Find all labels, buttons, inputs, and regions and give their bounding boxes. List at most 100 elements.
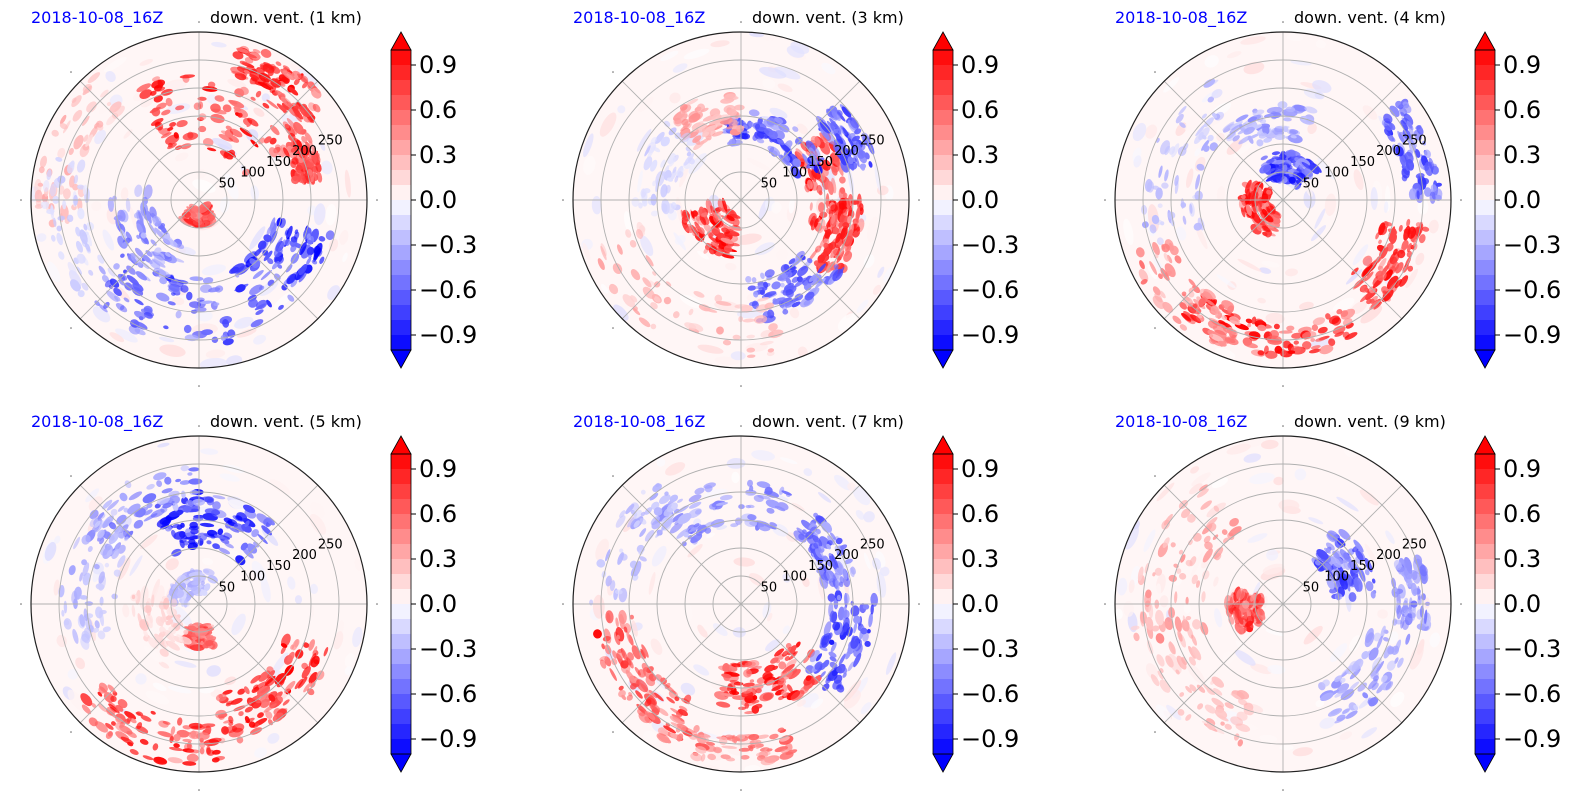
heatmap-cell [204, 508, 221, 516]
heatmap-cell [139, 738, 149, 745]
angular-gridline [621, 603, 742, 724]
heatmap-cell [824, 141, 831, 147]
heatmap-cell [99, 596, 104, 606]
heatmap-cell [1211, 112, 1218, 119]
heatmap-cell [191, 644, 199, 649]
heatmap-cell [253, 334, 267, 345]
heatmap-cell [845, 229, 853, 245]
heatmap-cell [1386, 275, 1399, 290]
heatmap-cell [248, 721, 256, 728]
heatmap-cell [847, 661, 855, 672]
heatmap-cell [136, 209, 144, 224]
colorbar-band [391, 95, 411, 111]
heatmap-cell [1378, 222, 1386, 236]
heatmap-cell [830, 642, 837, 653]
heatmap-cell [1315, 699, 1325, 708]
colorbar-tick-label: 0.0 [1503, 590, 1542, 618]
heatmap-cell [672, 166, 677, 174]
heatmap-cell [252, 49, 261, 54]
heatmap-cell [819, 121, 831, 134]
heatmap-cell [253, 107, 265, 117]
heatmap-cell [762, 78, 776, 90]
heatmap-cell [1355, 550, 1364, 562]
heatmap-cell [746, 334, 755, 339]
heatmap-cell [818, 202, 825, 213]
heatmap-cell [310, 87, 322, 99]
heatmap-cell [72, 184, 79, 191]
axis-tick-mark [740, 425, 742, 427]
heatmap-cell [206, 634, 214, 641]
heatmap-cell [1336, 308, 1343, 315]
heatmap-cell [825, 568, 834, 582]
heatmap-cell [1214, 708, 1228, 719]
heatmap-cell [810, 274, 822, 286]
heatmap-cell [1266, 549, 1279, 561]
heatmap-cell [830, 120, 836, 127]
heatmap-cell [299, 241, 307, 256]
colorbar-band [1475, 724, 1495, 740]
colorbar-band [933, 305, 953, 321]
heatmap-cell [1211, 89, 1223, 99]
heatmap-cell [615, 515, 626, 528]
heatmap-cell [201, 557, 214, 566]
heatmap-cell [59, 122, 68, 130]
colorbar-band [933, 335, 953, 351]
angular-gridline [1163, 80, 1284, 201]
angular-gridline [198, 484, 319, 605]
heatmap-cell [157, 442, 170, 448]
heatmap-cell [740, 133, 750, 140]
heatmap-cell [113, 542, 122, 552]
heatmap-cell [1372, 258, 1378, 266]
heatmap-cell [1403, 113, 1414, 126]
heatmap-cell [105, 70, 116, 83]
heatmap-cell [1204, 298, 1216, 307]
heatmap-cell [716, 525, 728, 530]
heatmap-cell [1194, 148, 1201, 157]
colorbar-tick-label: 0.6 [961, 500, 1000, 528]
colorbar-band [1475, 170, 1495, 186]
heatmap-cell [317, 302, 331, 317]
heatmap-cell [261, 577, 271, 603]
heatmap-cell [1161, 243, 1170, 253]
heatmap-cell [1228, 526, 1242, 537]
heatmap-cell [753, 290, 759, 298]
heatmap-cell [838, 581, 844, 588]
heatmap-cell [700, 212, 709, 218]
heatmap-cell [263, 136, 272, 144]
radial-tick-label: 100 [240, 570, 265, 585]
heatmap-cell [1261, 439, 1279, 450]
heatmap-cell [860, 702, 872, 715]
heatmap-cell [1140, 279, 1148, 285]
heatmap-cell [649, 493, 659, 501]
heatmap-cell [1364, 543, 1378, 565]
axis-tick-mark [198, 789, 200, 791]
heatmap-cell [215, 693, 227, 702]
heatmap-cell [673, 232, 687, 251]
heatmap-cell [650, 323, 657, 330]
heatmap-cell [210, 103, 221, 113]
heatmap-cell [106, 549, 113, 557]
heatmap-cell [742, 682, 755, 687]
heatmap-cell [746, 479, 754, 487]
heatmap-cell [328, 238, 339, 252]
heatmap-cell [829, 656, 837, 662]
heatmap-cell [639, 528, 647, 538]
heatmap-cell [142, 755, 154, 761]
heatmap-cell [143, 509, 153, 516]
heatmap-cell [1326, 577, 1335, 590]
heatmap-cell [754, 242, 775, 256]
heatmap-cell [684, 322, 697, 330]
axis-tick-mark [1282, 789, 1284, 791]
heatmap-cell [686, 151, 692, 157]
colorbar-tick-label: 0.3 [961, 141, 1000, 169]
heatmap-cell [746, 347, 756, 353]
heatmap-cell [103, 56, 127, 73]
heatmap-cell [733, 557, 755, 567]
heatmap-cell [81, 704, 92, 715]
heatmap-cell [107, 684, 116, 693]
heatmap-cell [614, 589, 623, 595]
heatmap-cell [1259, 734, 1278, 742]
heatmap-cell [309, 513, 327, 535]
heatmap-cell [836, 109, 843, 116]
heatmap-cell [1178, 549, 1184, 555]
